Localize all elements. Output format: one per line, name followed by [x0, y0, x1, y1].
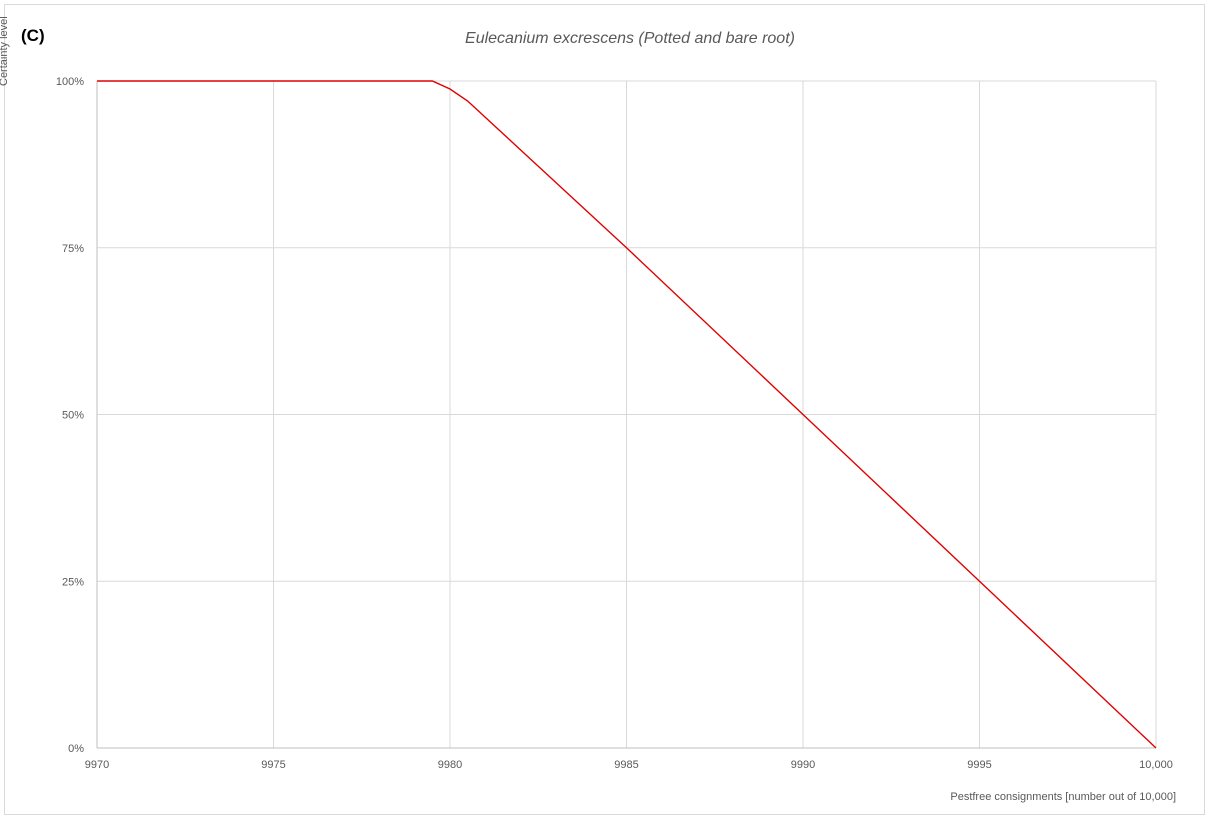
x-tick-label: 9975 [261, 759, 285, 771]
y-tick-label: 25% [62, 576, 84, 588]
x-tick-label: 9990 [791, 759, 815, 771]
chart-frame [4, 4, 1205, 815]
x-axis-label: Pestfree consignments [number out of 10,… [950, 791, 1176, 803]
x-tick-label: 10,000 [1139, 759, 1173, 771]
x-tick-label: 9970 [85, 759, 109, 771]
x-tick-label: 9995 [967, 759, 991, 771]
chart-title: Eulecanium excrescens (Potted and bare r… [465, 30, 795, 47]
y-tick-label: 100% [56, 76, 84, 88]
series-line [97, 80, 1157, 749]
panel-label: (C) [21, 26, 45, 45]
y-tick-label: 50% [62, 410, 84, 422]
x-tick-label: 9980 [438, 759, 462, 771]
x-tick-label: 9985 [614, 759, 638, 771]
y-tick-label: 75% [62, 243, 84, 255]
y-tick-label: 0% [68, 743, 84, 755]
